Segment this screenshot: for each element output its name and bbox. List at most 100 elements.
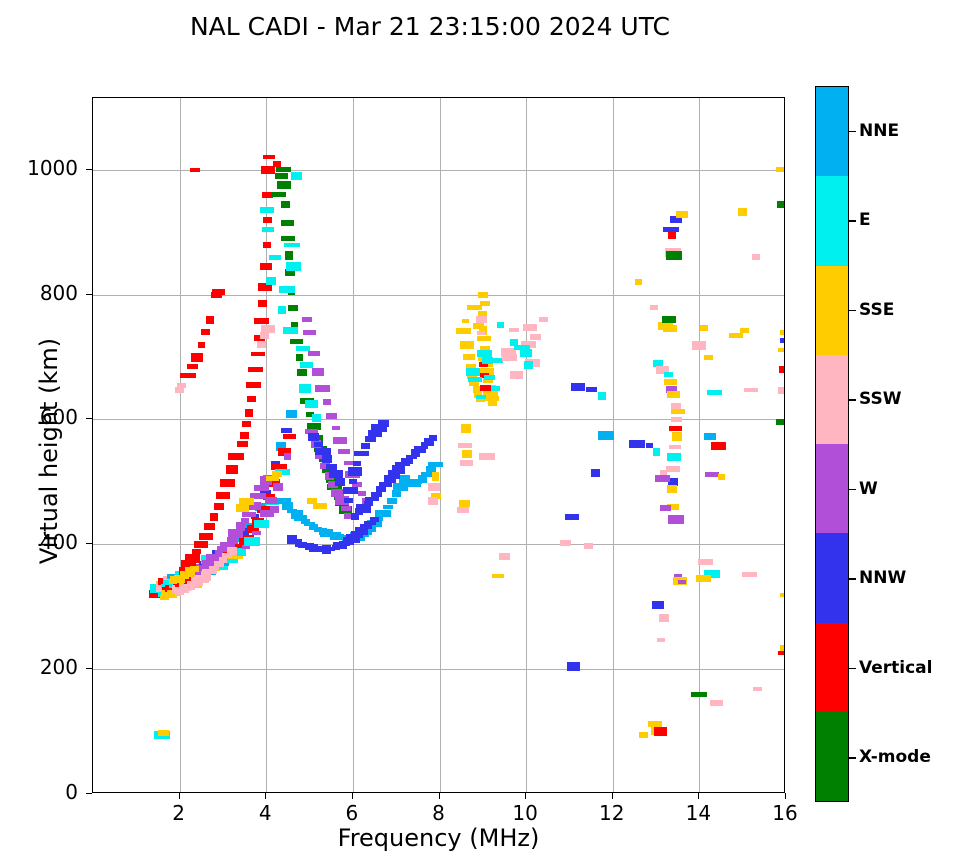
gridline-horizontal bbox=[93, 169, 784, 171]
ionogram-echo bbox=[635, 279, 643, 286]
ionogram-echo bbox=[414, 445, 426, 453]
ionogram-echo bbox=[314, 448, 331, 456]
ionogram-echo bbox=[455, 327, 471, 334]
gridline-vertical bbox=[179, 98, 181, 792]
ionogram-echo bbox=[313, 441, 323, 447]
ionogram-echo bbox=[184, 575, 198, 584]
colorbar-label-e: E bbox=[859, 210, 871, 231]
ionogram-echo bbox=[472, 322, 484, 329]
ionogram-echo bbox=[311, 414, 321, 423]
ionogram-echo bbox=[491, 573, 504, 578]
ionogram-echo bbox=[327, 546, 336, 551]
x-axis-tick-label: 2 bbox=[172, 801, 185, 825]
ionogram-echo bbox=[367, 429, 382, 437]
ionogram-echo bbox=[247, 367, 263, 373]
ionogram-echo bbox=[363, 501, 373, 507]
ionogram-echo bbox=[197, 341, 205, 348]
ionogram-plot-area[interactable] bbox=[92, 97, 785, 793]
ionogram-echo bbox=[285, 269, 296, 277]
ionogram-echo bbox=[481, 357, 493, 365]
ionogram-echo bbox=[341, 505, 352, 511]
gridline-vertical bbox=[352, 98, 354, 792]
ionogram-echo bbox=[215, 492, 230, 500]
ionogram-echo bbox=[508, 327, 519, 332]
y-axis-tick bbox=[86, 543, 92, 545]
ionogram-echo bbox=[395, 462, 411, 467]
ionogram-echo bbox=[332, 437, 347, 445]
ionogram-echo bbox=[478, 310, 488, 316]
x-axis-tick-label: 14 bbox=[685, 801, 712, 825]
ionogram-echo bbox=[175, 586, 185, 595]
ionogram-echo bbox=[598, 430, 615, 440]
ionogram-echo bbox=[655, 475, 671, 483]
ionogram-echo bbox=[243, 536, 260, 546]
ionogram-echo bbox=[279, 286, 296, 294]
ionogram-echo bbox=[498, 553, 510, 561]
ionogram-echo bbox=[253, 335, 265, 342]
ionogram-echo bbox=[236, 547, 246, 556]
ionogram-echo bbox=[180, 560, 196, 569]
ionogram-echo bbox=[169, 575, 185, 583]
ionogram-echo bbox=[180, 373, 197, 379]
ionogram-echo bbox=[510, 370, 524, 379]
ionogram-echo bbox=[312, 368, 325, 377]
colorbar-segment-w[interactable] bbox=[816, 444, 848, 534]
ionogram-echo bbox=[479, 453, 496, 461]
ionogram-echo bbox=[213, 561, 224, 568]
ionogram-echo bbox=[778, 387, 784, 395]
ionogram-echo bbox=[462, 450, 473, 459]
ionogram-echo bbox=[423, 437, 434, 446]
colorbar-segment-sse[interactable] bbox=[816, 265, 848, 355]
azimuth-colorbar[interactable] bbox=[815, 86, 849, 802]
ionogram-echo bbox=[268, 254, 281, 260]
ionogram-echo bbox=[240, 517, 249, 524]
ionogram-echo bbox=[658, 613, 669, 622]
ionogram-echo bbox=[190, 352, 203, 362]
ionogram-echo bbox=[344, 498, 354, 504]
colorbar-segment-e[interactable] bbox=[816, 176, 848, 266]
ionogram-echo bbox=[201, 329, 211, 336]
ionogram-echo bbox=[280, 219, 294, 226]
ionogram-echo bbox=[257, 341, 267, 349]
ionogram-echo bbox=[466, 368, 481, 377]
colorbar-segment-x-mode[interactable] bbox=[816, 711, 848, 801]
ionogram-echo bbox=[201, 564, 211, 572]
ionogram-echo bbox=[296, 345, 311, 351]
x-axis-tick bbox=[265, 793, 267, 799]
ionogram-echo bbox=[776, 167, 784, 173]
gridline-vertical bbox=[699, 98, 701, 792]
ionogram-echo bbox=[567, 661, 581, 671]
ionogram-echo bbox=[353, 460, 362, 466]
ionogram-echo bbox=[666, 386, 678, 393]
ionogram-echo bbox=[262, 226, 275, 232]
colorbar-segment-nnw[interactable] bbox=[816, 533, 848, 623]
y-axis-tick bbox=[86, 293, 92, 295]
ionogram-echo bbox=[250, 351, 265, 356]
ionogram-echo bbox=[638, 731, 648, 738]
colorbar-segment-ssw[interactable] bbox=[816, 354, 848, 444]
ionogram-echo bbox=[696, 575, 712, 583]
ionogram-echo bbox=[177, 382, 187, 388]
ionogram-echo bbox=[669, 425, 683, 431]
ionogram-echo bbox=[477, 349, 493, 357]
ionogram-echo bbox=[378, 481, 392, 487]
ionogram-echo bbox=[428, 482, 441, 491]
ionogram-echo bbox=[222, 553, 233, 559]
ionogram-echo bbox=[523, 360, 533, 369]
ionogram-echo bbox=[502, 353, 518, 361]
ionogram-echo bbox=[204, 523, 216, 531]
ionogram-echo bbox=[483, 395, 500, 401]
ionogram-echo bbox=[492, 358, 503, 364]
ionogram-echo bbox=[226, 536, 237, 542]
colorbar-segment-nne[interactable] bbox=[816, 87, 848, 177]
ionogram-echo bbox=[751, 254, 760, 261]
ionogram-echo bbox=[707, 389, 723, 395]
ionogram-echo bbox=[276, 497, 291, 504]
gridline-vertical bbox=[526, 98, 528, 792]
ionogram-echo bbox=[717, 473, 725, 480]
ionogram-echo bbox=[219, 479, 235, 488]
colorbar-segment-vertical[interactable] bbox=[816, 622, 848, 712]
colorbar-tick bbox=[849, 399, 856, 401]
ionogram-echo bbox=[246, 396, 256, 403]
x-axis-tick-label: 8 bbox=[432, 801, 445, 825]
